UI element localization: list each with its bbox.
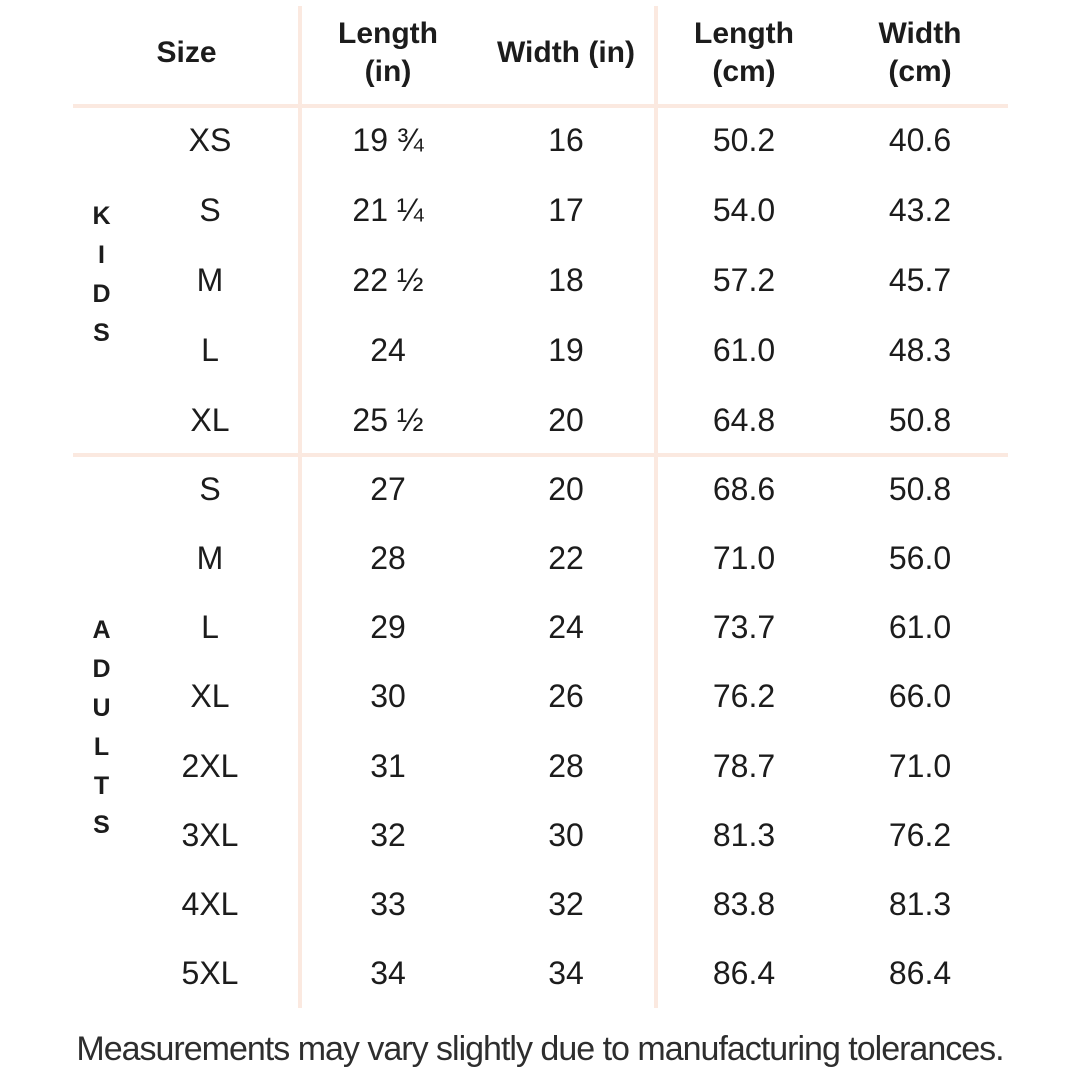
width-cm-cell: 61.0 xyxy=(888,609,952,646)
size-table: Size Length (in) Width (in) Length (cm) … xyxy=(73,0,1008,1008)
length-cm-cell: 61.0 xyxy=(712,331,776,368)
width-in-cell: 18 xyxy=(548,261,584,298)
header-width-in: Width (in) xyxy=(476,0,656,105)
size-cell: M xyxy=(196,540,224,577)
size-cell: 2XL xyxy=(181,747,239,784)
width-in-cell: 30 xyxy=(548,816,584,853)
length-cm-cell: 71.0 xyxy=(712,540,776,577)
length-cm-cell: 68.6 xyxy=(712,471,776,508)
size-cell: 5XL xyxy=(181,954,239,991)
width-cm-cell: 50.8 xyxy=(888,471,952,508)
width-cm-cell: 81.3 xyxy=(888,885,952,922)
header-size-label: Size xyxy=(156,35,217,69)
column-divider-1 xyxy=(298,6,302,1008)
size-cell: 4XL xyxy=(181,885,239,922)
width-cm-cell: 71.0 xyxy=(888,747,952,784)
length-cm-cell: 50.2 xyxy=(712,121,776,158)
length-in-cell: 24 xyxy=(370,331,406,368)
kids-section-label: KIDS xyxy=(87,202,116,358)
width-in-cell: 16 xyxy=(548,121,584,158)
column-divider-2 xyxy=(654,6,658,1008)
size-cell: XS xyxy=(188,121,232,158)
header-length-in: Length (in) xyxy=(300,0,476,105)
header-size: Size xyxy=(73,0,300,105)
length-cm-cell: 78.7 xyxy=(712,747,776,784)
header-length-cm: Length (cm) xyxy=(656,0,832,105)
width-cm-cell: 66.0 xyxy=(888,678,952,715)
size-cell: S xyxy=(199,471,221,508)
length-in-cell: 22 ½ xyxy=(352,261,424,298)
header-length-in-label: Length (in) xyxy=(338,16,438,88)
length-in-cell: 30 xyxy=(370,678,406,715)
length-cm-cell: 76.2 xyxy=(712,678,776,715)
width-cm-cell: 50.8 xyxy=(888,401,952,438)
length-in-cell: 31 xyxy=(370,747,406,784)
length-in-cell: 25 ½ xyxy=(352,401,424,438)
size-cell: M xyxy=(196,261,224,298)
width-in-cell: 17 xyxy=(548,191,584,228)
width-in-cell: 22 xyxy=(548,540,584,577)
header-width-cm: Width (cm) xyxy=(832,0,1008,105)
width-in-cell: 24 xyxy=(548,609,584,646)
length-in-cell: 19 ¾ xyxy=(352,121,424,158)
header-width-cm-label: Width (cm) xyxy=(878,16,962,88)
width-cm-cell: 76.2 xyxy=(888,816,952,853)
size-cell: 3XL xyxy=(181,816,239,853)
width-in-cell: 34 xyxy=(548,954,584,991)
length-cm-cell: 86.4 xyxy=(712,954,776,991)
width-in-cell: 28 xyxy=(548,747,584,784)
tolerance-note: Measurements may vary slightly due to ma… xyxy=(76,1029,1004,1068)
section-divider xyxy=(73,453,1008,457)
length-in-cell: 33 xyxy=(370,885,406,922)
length-in-cell: 34 xyxy=(370,954,406,991)
size-cell: S xyxy=(199,191,221,228)
width-cm-cell: 43.2 xyxy=(888,191,952,228)
length-cm-cell: 64.8 xyxy=(712,401,776,438)
width-in-cell: 26 xyxy=(548,678,584,715)
length-cm-cell: 57.2 xyxy=(712,261,776,298)
width-in-cell: 19 xyxy=(548,331,584,368)
width-in-cell: 20 xyxy=(548,401,584,438)
size-cell: XL xyxy=(190,678,230,715)
length-cm-cell: 83.8 xyxy=(712,885,776,922)
header-divider xyxy=(73,104,1008,108)
size-cell: L xyxy=(201,331,219,368)
length-in-cell: 29 xyxy=(370,609,406,646)
size-cell: L xyxy=(201,609,219,646)
width-in-cell: 32 xyxy=(548,885,584,922)
length-in-cell: 21 ¼ xyxy=(352,191,424,228)
width-cm-cell: 48.3 xyxy=(888,331,952,368)
header-width-in-label: Width (in) xyxy=(496,35,635,69)
length-cm-cell: 54.0 xyxy=(712,191,776,228)
width-cm-cell: 45.7 xyxy=(888,261,952,298)
length-cm-cell: 81.3 xyxy=(712,816,776,853)
length-in-cell: 32 xyxy=(370,816,406,853)
length-cm-cell: 73.7 xyxy=(712,609,776,646)
length-in-cell: 27 xyxy=(370,471,406,508)
size-cell: XL xyxy=(190,401,230,438)
length-in-cell: 28 xyxy=(370,540,406,577)
adults-section-label: ADULTS xyxy=(87,615,116,850)
width-cm-cell: 86.4 xyxy=(888,954,952,991)
header-length-cm-label: Length (cm) xyxy=(694,16,794,88)
width-in-cell: 20 xyxy=(548,471,584,508)
width-cm-cell: 40.6 xyxy=(888,121,952,158)
width-cm-cell: 56.0 xyxy=(888,540,952,577)
